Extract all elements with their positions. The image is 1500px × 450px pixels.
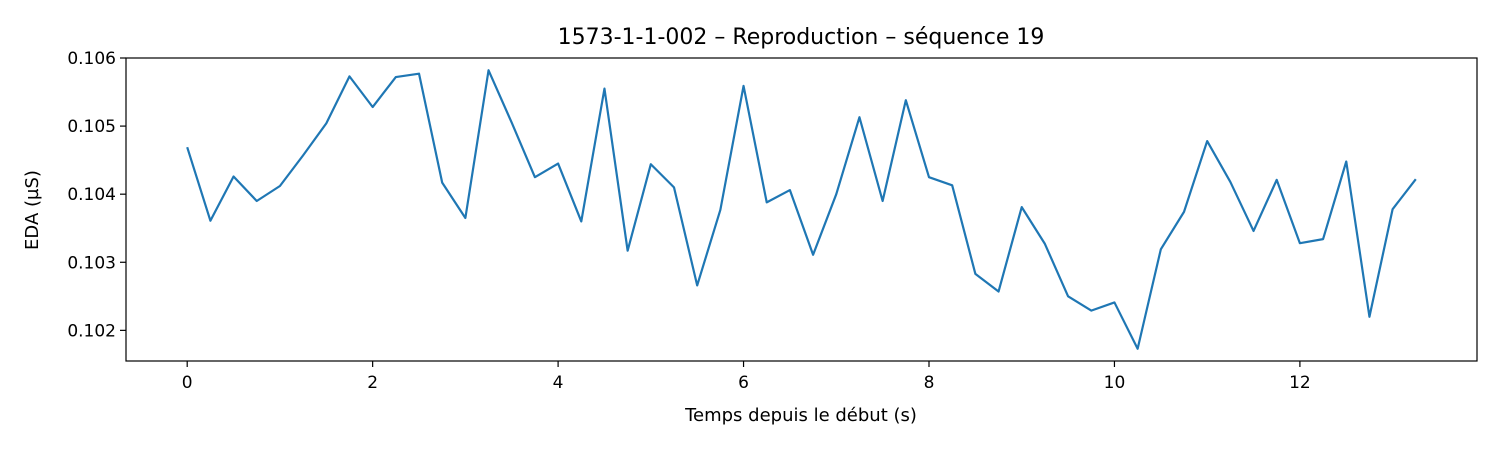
x-tick-label: 4 xyxy=(553,373,564,393)
series-line-0 xyxy=(186,69,1417,350)
y-tick-label: 0.102 xyxy=(67,321,116,341)
x-tick-label: 6 xyxy=(738,373,749,393)
y-tick-label: 0.105 xyxy=(67,117,116,137)
x-axis: 0 2 4 6 8 10 12 xyxy=(182,361,1311,393)
y-tick-label: 0.106 xyxy=(67,49,116,69)
x-axis-label: Temps depuis le début (s) xyxy=(684,405,917,426)
x-tick-label: 0 xyxy=(182,373,193,393)
y-tick-label: 0.104 xyxy=(67,185,116,205)
y-axis: 0.102 0.103 0.104 0.105 0.106 xyxy=(67,49,126,341)
y-tick-label: 0.103 xyxy=(67,253,116,273)
chart-title: 1573-1-1-002 – Reproduction – séquence 1… xyxy=(558,25,1045,50)
x-tick-label: 10 xyxy=(1104,373,1126,393)
plot-area xyxy=(125,57,1478,362)
x-tick-label: 2 xyxy=(367,373,378,393)
plot-frame xyxy=(125,57,1478,362)
x-tick-label: 12 xyxy=(1289,373,1311,393)
x-tick-label: 8 xyxy=(924,373,935,393)
y-axis-label: EDA (µS) xyxy=(22,170,43,250)
